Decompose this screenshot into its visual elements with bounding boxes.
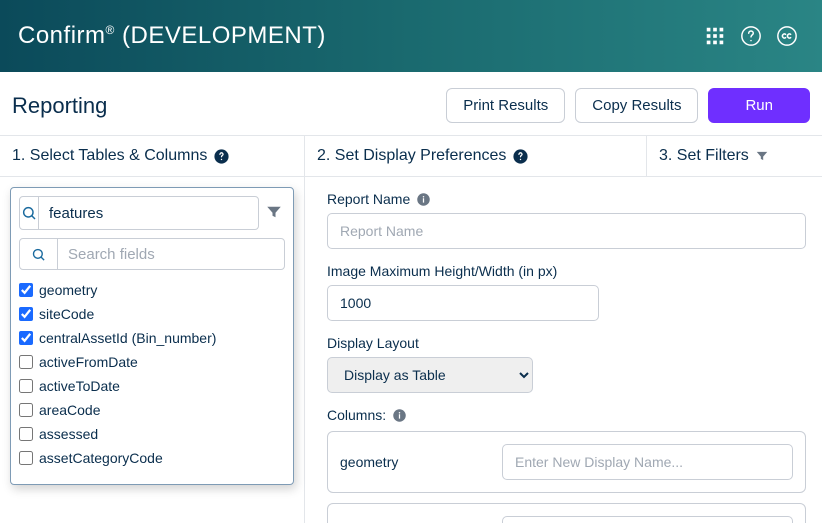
field-label: areaCode: [39, 402, 101, 418]
column-card: geometry: [327, 431, 806, 493]
tables-search-row: [19, 196, 285, 230]
step3-head[interactable]: 3. Set Filters: [647, 136, 822, 177]
report-name-label: Report Name: [327, 191, 806, 207]
help-icon[interactable]: [213, 148, 230, 165]
field-checkbox[interactable]: [19, 403, 33, 417]
help-icon[interactable]: [512, 148, 529, 165]
field-checkbox[interactable]: [19, 427, 33, 441]
right-panel: 2. Set Display Preferences 3. Set Filter…: [305, 136, 822, 523]
field-checkbox[interactable]: [19, 331, 33, 345]
tables-search-box: [19, 196, 259, 230]
column-display-input[interactable]: [502, 444, 793, 480]
field-label: activeToDate: [39, 378, 120, 394]
report-name-group: Report Name: [327, 191, 806, 249]
column-card: siteCode: [327, 503, 806, 523]
copy-results-button[interactable]: Copy Results: [575, 88, 698, 123]
tables-panel: geometry siteCode centralAssetId (Bin_nu…: [10, 187, 294, 485]
field-checkbox[interactable]: [19, 283, 33, 297]
step2-head[interactable]: 2. Set Display Preferences: [305, 136, 647, 177]
topbar: Reporting Print Results Copy Results Run: [0, 72, 822, 136]
display-preferences: Report Name Image Maximum Height/Width (…: [305, 177, 822, 523]
field-row[interactable]: assetCategoryCode: [19, 446, 281, 470]
step1-title: 1. Select Tables & Columns: [12, 147, 207, 165]
field-row[interactable]: centralAssetId (Bin_number): [19, 326, 281, 350]
header-icons: [704, 25, 798, 47]
page-title: Reporting: [12, 93, 107, 119]
app-header: Confirm® (DEVELOPMENT): [0, 0, 822, 72]
search-icon[interactable]: [20, 197, 39, 229]
report-name-input[interactable]: [327, 213, 806, 249]
display-layout-group: Display Layout Display as Table: [327, 335, 806, 393]
image-size-label: Image Maximum Height/Width (in px): [327, 263, 806, 279]
left-body: geometry siteCode centralAssetId (Bin_nu…: [0, 177, 304, 495]
field-label: assetCategoryCode: [39, 450, 163, 466]
field-row[interactable]: assessed: [19, 422, 281, 446]
brand: Confirm® (DEVELOPMENT): [18, 22, 326, 50]
tables-search-input[interactable]: [39, 205, 258, 222]
brand-env: (DEVELOPMENT): [115, 22, 326, 49]
filter-icon: [755, 149, 769, 163]
brand-name: Confirm: [18, 22, 106, 49]
field-row[interactable]: activeFromDate: [19, 350, 281, 374]
field-label: assessed: [39, 426, 98, 442]
left-panel: 1. Select Tables & Columns: [0, 136, 305, 523]
help-icon[interactable]: [740, 25, 762, 47]
info-icon[interactable]: [392, 408, 407, 423]
fields-list[interactable]: geometry siteCode centralAssetId (Bin_nu…: [19, 278, 285, 476]
image-size-input[interactable]: [327, 285, 599, 321]
image-size-group: Image Maximum Height/Width (in px): [327, 263, 806, 321]
topbar-actions: Print Results Copy Results Run: [446, 88, 810, 123]
step2-title: 2. Set Display Preferences: [317, 147, 506, 165]
brand-reg: ®: [106, 23, 115, 37]
print-results-button[interactable]: Print Results: [446, 88, 565, 123]
field-checkbox[interactable]: [19, 307, 33, 321]
filter-icon[interactable]: [265, 203, 285, 224]
label-text: Report Name: [327, 191, 410, 207]
columns-label-row: Columns:: [327, 407, 806, 423]
display-layout-label: Display Layout: [327, 335, 806, 351]
search-icon[interactable]: [20, 239, 58, 269]
step1-head: 1. Select Tables & Columns: [0, 136, 304, 177]
display-layout-select[interactable]: Display as Table: [327, 357, 533, 393]
right-heads: 2. Set Display Preferences 3. Set Filter…: [305, 136, 822, 177]
field-label: siteCode: [39, 306, 94, 322]
columns-label: Columns:: [327, 407, 386, 423]
field-checkbox[interactable]: [19, 451, 33, 465]
field-label: geometry: [39, 282, 97, 298]
column-display-input[interactable]: [502, 516, 793, 523]
column-name: geometry: [340, 454, 490, 470]
field-checkbox[interactable]: [19, 379, 33, 393]
field-label: activeFromDate: [39, 354, 138, 370]
field-checkbox[interactable]: [19, 355, 33, 369]
step3-title: 3. Set Filters: [659, 147, 749, 165]
field-row[interactable]: siteCode: [19, 302, 281, 326]
body: 1. Select Tables & Columns: [0, 136, 822, 523]
fields-search-input[interactable]: [58, 246, 284, 263]
fields-search-box: [19, 238, 285, 270]
info-icon[interactable]: [416, 192, 431, 207]
field-label: centralAssetId (Bin_number): [39, 330, 216, 346]
apps-grid-icon[interactable]: [704, 25, 726, 47]
field-row[interactable]: areaCode: [19, 398, 281, 422]
run-button[interactable]: Run: [708, 88, 810, 123]
cc-icon[interactable]: [776, 25, 798, 47]
field-row[interactable]: geometry: [19, 278, 281, 302]
field-row[interactable]: activeToDate: [19, 374, 281, 398]
fields-search-row: [19, 238, 285, 270]
